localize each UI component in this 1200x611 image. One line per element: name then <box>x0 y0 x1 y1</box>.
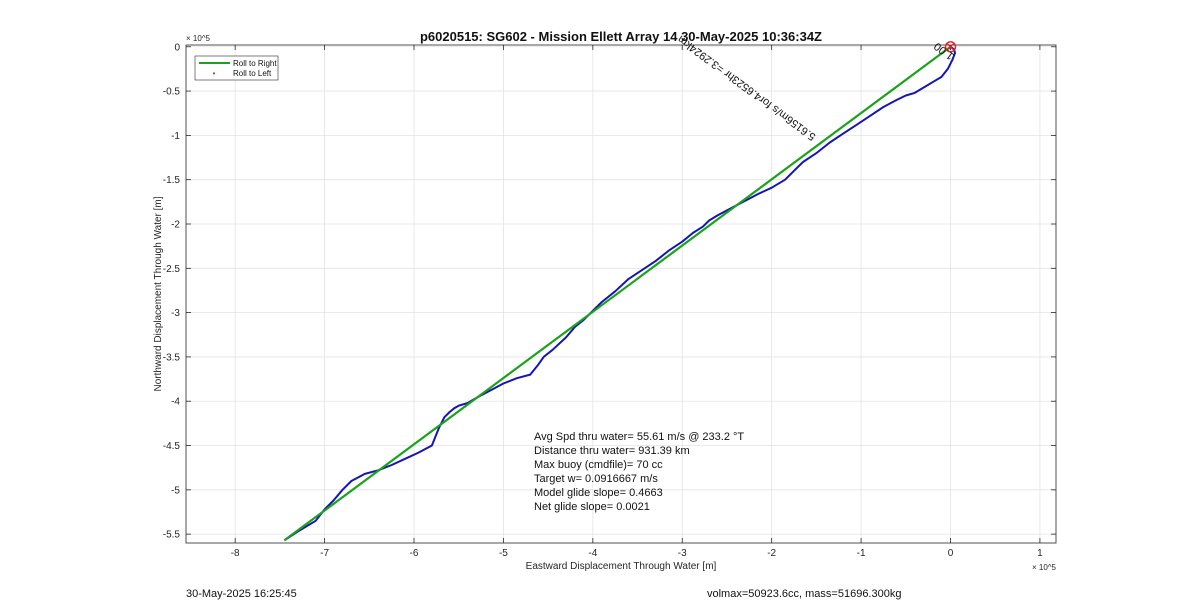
annotation-block: Avg Spd thru water= 55.61 m/s @ 233.2 °T… <box>534 431 744 513</box>
x-tick-label: -4 <box>588 548 597 559</box>
annotation-net-glide: Net glide slope= 0.0021 <box>534 501 650 513</box>
annotation-avg-speed: Avg Spd thru water= 55.61 m/s @ 233.2 °T <box>534 431 744 443</box>
ticks: -8 -7 -6 -5 -4 -3 -2 -1 0 1 0 -0.5 -1 -1.5 -2 -2.5 -3 -3.… <box>163 42 1056 559</box>
y-tick-label: -5.5 <box>163 530 181 541</box>
series-roll-right <box>283 45 952 542</box>
chart-title: p6020515: SG602 - Mission Ellett Array 1… <box>420 29 822 44</box>
y-exponent-label: × 10^5 <box>186 34 211 43</box>
series-roll-left-point <box>944 41 957 53</box>
y-tick-label: -1 <box>171 131 180 142</box>
series-layer <box>283 41 957 542</box>
vector-label: 5.6156m/s for4.6523hr =3.2924km <box>676 33 819 143</box>
y-tick-label: -0.5 <box>163 87 181 98</box>
y-tick-label: -5 <box>171 485 180 496</box>
y-tick-label: -2 <box>171 219 180 230</box>
y-tick-label: -1.5 <box>163 175 181 186</box>
y-tick-label: -3 <box>171 308 180 319</box>
x-tick-label: -8 <box>231 548 240 559</box>
x-tick-label: -5 <box>499 548 508 559</box>
grid <box>186 45 1056 543</box>
series-roll-left-mark <box>947 43 954 51</box>
vector-label-group: 5.6156m/s for4.6523hr =3.2924km 1.00 <box>676 33 957 143</box>
legend-swatch-roll-left: • <box>213 69 216 78</box>
footer-timestamp: 30-May-2025 16:25:45 <box>186 588 297 600</box>
y-tick-label: 0 <box>174 42 180 53</box>
y-tick-label: -2.5 <box>163 264 181 275</box>
x-tick-label: -1 <box>857 548 866 559</box>
annotation-distance: Distance thru water= 931.39 km <box>534 445 690 457</box>
y-axis-label: Northward Displacement Through Water [m] <box>153 196 164 391</box>
annotation-max-buoy: Max buoy (cmdfile)= 70 cc <box>534 459 663 471</box>
y-tick-label: -4.5 <box>163 441 181 452</box>
axes-box <box>185 44 1057 544</box>
footer-info: volmax=50923.6cc, mass=51696.300kg <box>707 588 902 600</box>
annotation-model-glide: Model glide slope= 0.4663 <box>534 487 663 499</box>
legend-label-roll-left: Roll to Left <box>233 69 272 78</box>
x-tick-label: -7 <box>320 548 329 559</box>
series-track <box>283 45 956 542</box>
x-tick-label: -2 <box>767 548 776 559</box>
x-tick-label: -6 <box>410 548 419 559</box>
y-tick-label: -3.5 <box>163 352 181 363</box>
legend-box <box>194 55 279 81</box>
legend: Roll to Right • Roll to Left <box>194 55 279 81</box>
annotation-target-w: Target w= 0.0916667 m/s <box>534 473 658 485</box>
x-axis-label: Eastward Displacement Through Water [m] <box>526 561 717 572</box>
x-tick-label: 0 <box>948 548 954 559</box>
x-tick-label: 1 <box>1037 548 1043 559</box>
legend-label-roll-right: Roll to Right <box>233 59 277 68</box>
x-tick-label: -3 <box>678 548 687 559</box>
y-tick-label: -4 <box>171 397 180 408</box>
x-exponent-label: × 10^5 <box>1032 563 1057 572</box>
